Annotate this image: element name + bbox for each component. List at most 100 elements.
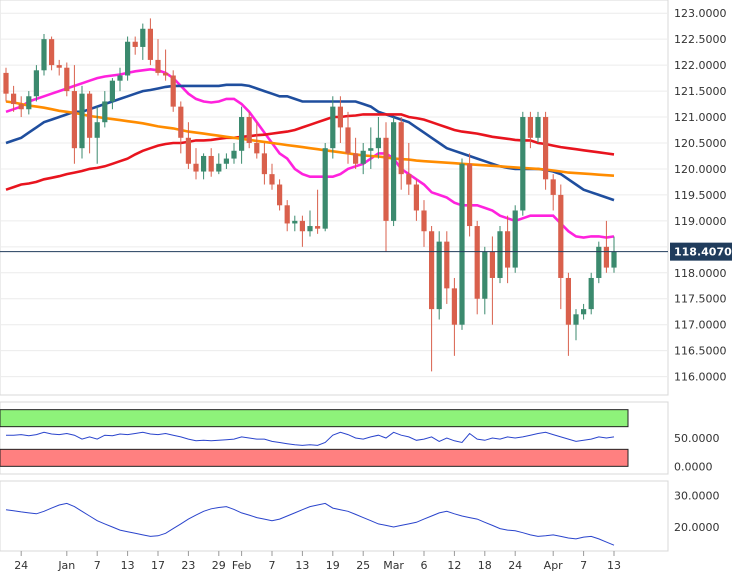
x-tick-label: 25 [356,559,370,572]
x-axis: 24 Jan 7 13 17 23 29 Feb 7 13 19 25 Mar 6 12 18 24 Apr 7 13 [14,551,621,572]
candle [565,272,571,356]
candle-body [505,231,511,268]
candle [41,33,47,76]
candle-body [391,122,397,221]
x-tick-label: 24 [508,559,522,572]
main-y-axis: 123.0000 122.5000 122.0000 121.5000 121.0000… [674,7,727,383]
candle-body [535,117,541,138]
candle [322,142,328,232]
candle-body [261,153,267,175]
candle [155,39,161,76]
candle-body [436,241,442,310]
candle-body [467,163,473,227]
candle [581,303,587,320]
candle [550,174,556,211]
y-tick-label: 119.0000 [674,215,727,228]
candle [109,78,115,110]
x-tick-label: 18 [478,559,492,572]
candle [49,36,55,71]
candle [467,153,473,237]
candle [330,96,336,159]
candle-body [322,148,328,229]
x-tick-label: 13 [295,559,309,572]
x-tick-label: Jan [57,559,75,572]
candle-body [277,184,283,206]
y-tick-label: 117.0000 [674,319,727,332]
candle [315,189,321,234]
candle-body [413,184,419,211]
candle-body [520,117,526,211]
candle-body [474,226,480,299]
y-tick-label: 120.5000 [674,137,727,150]
candle-body [117,75,123,81]
x-tick-label: 7 [580,559,587,572]
candle-body [64,67,70,92]
candle [444,231,450,304]
candle [588,272,594,315]
candle [406,142,412,195]
candle [383,122,389,253]
candle-body [375,137,381,149]
candle [505,215,511,284]
volatility-y-axis: 30.0000 20.0000 [674,490,720,534]
x-tick-label: 17 [151,559,165,572]
candle-body [87,93,93,138]
candle-body [155,59,161,73]
candle-body [102,101,108,123]
candle-body [398,122,404,175]
moving-average-line-ma_slow [5,113,615,191]
y-tick-label: 122.0000 [674,59,727,72]
candle-body [3,72,9,94]
candle [231,142,237,164]
price-tag-box [670,242,732,261]
candle-body [170,75,176,107]
candle-body [512,210,518,268]
candle [482,246,488,315]
candle-body [527,117,533,138]
candle [87,91,93,154]
candle-body [429,231,435,310]
candle-body [330,106,336,149]
candle [170,70,176,112]
candle [353,137,359,169]
candle-body [406,174,412,185]
main-panel-border [0,0,669,396]
candle-body [125,41,131,76]
candle-body [603,246,609,268]
main-price-panel: 123.0000 122.5000 122.0000 121.5000 121.0000… [0,0,732,396]
candle [185,122,191,169]
candle [436,231,442,320]
candle-body [178,106,184,138]
candle [611,236,617,273]
candle [527,111,533,149]
volatility-y-tick-label: 30.0000 [674,490,720,503]
candle-body [49,39,55,66]
candle [603,220,609,273]
candle-body [239,117,245,151]
candle [368,127,374,169]
volatility-panel-border [0,480,669,552]
candle [178,101,184,154]
candle [512,205,518,273]
x-tick-label: 23 [181,559,195,572]
price-tag-label: 118.4070 [674,246,732,259]
candle [254,122,260,159]
y-tick-label: 121.0000 [674,111,727,124]
candle [79,85,85,159]
volatility-line [5,502,615,546]
candle [421,200,427,247]
oscillator-y-axis: 50.0000 0.0000 [674,432,720,473]
candle-body [56,65,62,68]
y-tick-label: 117.5000 [674,293,727,306]
candle [117,67,123,92]
candle-body [71,91,77,149]
candle [216,153,222,175]
oscillator-y-tick-label: 50.0000 [674,432,720,445]
candle [193,148,199,180]
candle-body [292,220,298,224]
x-tick-label: 19 [326,559,340,572]
candle [33,65,39,102]
candle [208,148,214,177]
candle-body [565,277,571,325]
